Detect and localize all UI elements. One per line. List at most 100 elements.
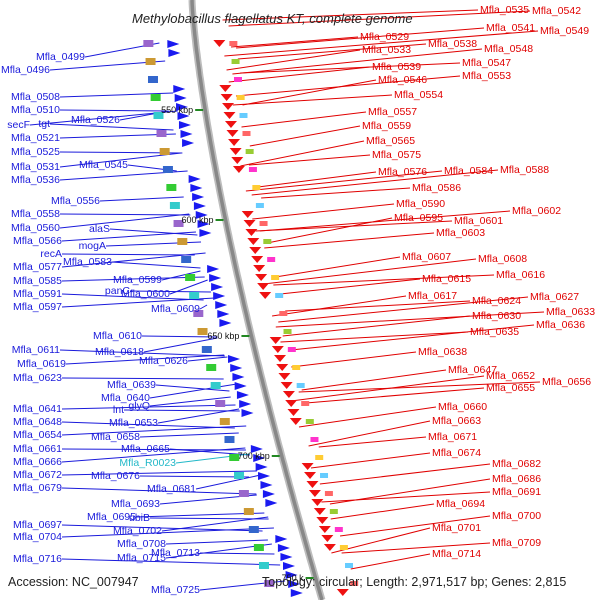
left-gene-label[interactable]: Mfla_0521 <box>11 132 60 144</box>
left-gene-label[interactable]: tgt <box>38 118 50 130</box>
right-gene-label[interactable]: Mfla_0602 <box>512 205 561 217</box>
left-gene-label[interactable]: Mfla_0716 <box>13 553 62 565</box>
left-gene-label[interactable]: Mfla_0693 <box>111 498 160 510</box>
left-gene-label[interactable]: Mfla_0558 <box>11 208 60 220</box>
right-gene-label[interactable]: Mfla_0533 <box>362 44 411 56</box>
right-gene-label[interactable]: Mfla_0607 <box>402 251 451 263</box>
left-gene-label[interactable]: Mfla_0715 <box>117 552 166 564</box>
right-gene-label[interactable]: Mfla_0660 <box>438 401 487 413</box>
right-gene-label[interactable]: Mfla_0656 <box>542 376 591 388</box>
right-gene-label[interactable]: Mfla_0627 <box>530 291 579 303</box>
left-gene-label[interactable]: Mfla_0577 <box>13 261 62 273</box>
left-gene-label[interactable]: mogA <box>79 240 106 252</box>
right-gene-label[interactable]: Mfla_0535 <box>480 4 529 16</box>
right-gene-label[interactable]: Mfla_0617 <box>408 290 457 302</box>
right-gene-label[interactable]: Mfla_0565 <box>366 135 415 147</box>
left-gene-label[interactable]: Mfla_0708 <box>117 538 166 550</box>
right-gene-label[interactable]: Mfla_0655 <box>486 382 535 394</box>
left-gene-label[interactable]: Mfla_0653 <box>109 417 158 429</box>
left-gene-label[interactable]: Mfla_0618 <box>95 346 144 358</box>
right-gene-label[interactable]: Mfla_0541 <box>486 22 535 34</box>
right-gene-label[interactable]: Mfla_0588 <box>500 164 549 176</box>
left-gene-label[interactable]: Mfla_0600 <box>121 288 170 300</box>
right-gene-label[interactable]: Mfla_0546 <box>378 74 427 86</box>
right-gene-label[interactable]: Mfla_0686 <box>492 473 541 485</box>
right-gene-label[interactable]: Mfla_0691 <box>492 486 541 498</box>
left-gene-label[interactable]: Mfla_0676 <box>91 470 140 482</box>
left-gene-label[interactable]: alaS <box>89 223 110 235</box>
right-gene-label[interactable]: Mfla_0616 <box>496 269 545 281</box>
left-gene-label[interactable]: Mfla_0672 <box>13 469 62 481</box>
left-gene-label[interactable]: Mfla_0583 <box>63 256 112 268</box>
left-gene-label[interactable]: Mfla_0679 <box>13 482 62 494</box>
right-gene-label[interactable]: Mfla_0663 <box>432 415 481 427</box>
left-gene-label[interactable]: Mfla_0725 <box>151 584 200 596</box>
left-gene-label[interactable]: Mfla_0713 <box>151 547 200 559</box>
left-gene-label[interactable]: Mfla_0531 <box>11 161 60 173</box>
left-gene-label[interactable]: Mfla_0591 <box>13 288 62 300</box>
right-gene-label[interactable]: Mfla_0575 <box>372 149 421 161</box>
right-gene-label[interactable]: Mfla_0624 <box>472 295 521 307</box>
right-gene-label[interactable]: Mfla_0700 <box>492 510 541 522</box>
left-gene-label[interactable]: Mfla_0556 <box>51 195 100 207</box>
left-gene-label[interactable]: Mfla_0609 <box>151 303 200 315</box>
right-gene-label[interactable]: Mfla_0647 <box>448 364 497 376</box>
left-gene-label[interactable]: Mfla_0661 <box>13 443 62 455</box>
left-gene-label[interactable]: Mfla_0611 <box>12 344 60 356</box>
right-gene-label[interactable]: Mfla_0595 <box>394 212 443 224</box>
right-gene-label[interactable]: Mfla_0682 <box>492 458 541 470</box>
right-gene-label[interactable]: Mfla_0674 <box>432 447 481 459</box>
left-gene-label[interactable]: Mfla_0681 <box>147 483 196 495</box>
left-gene-label[interactable]: Mfla_0697 <box>13 519 62 531</box>
right-gene-label[interactable]: Mfla_0557 <box>368 106 417 118</box>
left-gene-label[interactable]: Mfla_0510 <box>11 104 60 116</box>
right-gene-label[interactable]: Mfla_0586 <box>412 182 461 194</box>
left-gene-label[interactable]: Mfla_0702 <box>113 525 162 537</box>
left-gene-label[interactable]: Mfla_0654 <box>13 429 62 441</box>
right-gene-label[interactable]: Mfla_0636 <box>536 319 585 331</box>
right-gene-label[interactable]: Mfla_0709 <box>492 537 541 549</box>
left-gene-label[interactable]: Mfla_0585 <box>13 275 62 287</box>
left-gene-label[interactable]: Mfla_0508 <box>11 91 60 103</box>
right-gene-label[interactable]: Mfla_0590 <box>396 198 445 210</box>
left-gene-label[interactable]: Mfla_0695 <box>87 511 136 523</box>
left-gene-label[interactable]: recA <box>40 248 62 260</box>
left-gene-label[interactable]: Mfla_0640 <box>101 392 150 404</box>
left-gene-label[interactable]: Mfla_0499 <box>36 51 85 63</box>
right-gene-label[interactable]: Mfla_0559 <box>362 120 411 132</box>
left-gene-label[interactable]: Mfla_0626 <box>139 355 188 367</box>
right-gene-label[interactable]: Mfla_0554 <box>394 89 443 101</box>
left-gene-label[interactable]: Mfla_0704 <box>13 531 62 543</box>
right-gene-label[interactable]: Mfla_0652 <box>486 370 535 382</box>
left-gene-label[interactable]: secF <box>7 119 30 131</box>
right-gene-label[interactable]: Mfla_0601 <box>454 215 503 227</box>
right-gene-label[interactable]: Mfla_0603 <box>436 227 485 239</box>
right-gene-label[interactable]: Mfla_0635 <box>470 326 519 338</box>
left-gene-label[interactable]: Mfla_0560 <box>11 222 60 234</box>
right-gene-label[interactable]: Mfla_0539 <box>372 61 421 73</box>
left-gene-label[interactable]: Mfla_0639 <box>107 379 156 391</box>
right-gene-label[interactable]: Mfla_0615 <box>422 273 471 285</box>
left-gene-label[interactable]: Mfla_0496 <box>1 64 50 76</box>
left-gene-label[interactable]: Mfla_0641 <box>13 403 62 415</box>
right-gene-label[interactable]: Mfla_0547 <box>462 57 511 69</box>
left-gene-label[interactable]: Mfla_0610 <box>93 330 142 342</box>
right-gene-label[interactable]: Mfla_0548 <box>484 43 533 55</box>
right-gene-label[interactable]: Mfla_0538 <box>428 38 477 50</box>
right-gene-label[interactable]: Mfla_0549 <box>540 25 589 37</box>
left-gene-label[interactable]: Mfla_0623 <box>13 372 62 384</box>
left-gene-label[interactable]: Mfla_0658 <box>91 431 140 443</box>
left-gene-label[interactable]: Mfla_0666 <box>13 456 62 468</box>
right-gene-label[interactable]: Mfla_0630 <box>472 310 521 322</box>
right-gene-label[interactable]: Mfla_0701 <box>432 522 481 534</box>
right-gene-label[interactable]: Mfla_0633 <box>546 306 595 318</box>
left-gene-label[interactable]: Mfla_R0023 <box>119 457 176 469</box>
left-gene-label[interactable]: lnt <box>113 404 124 416</box>
left-gene-label[interactable]: Mfla_0599 <box>113 274 162 286</box>
right-gene-label[interactable]: Mfla_0576 <box>378 166 427 178</box>
left-gene-label[interactable]: ubiB <box>129 512 150 524</box>
right-gene-label[interactable]: Mfla_0714 <box>432 548 481 560</box>
right-gene-label[interactable]: Mfla_0694 <box>436 498 485 510</box>
left-gene-label[interactable]: Mfla_0665 <box>121 443 170 455</box>
right-gene-label[interactable]: Mfla_0638 <box>418 346 467 358</box>
